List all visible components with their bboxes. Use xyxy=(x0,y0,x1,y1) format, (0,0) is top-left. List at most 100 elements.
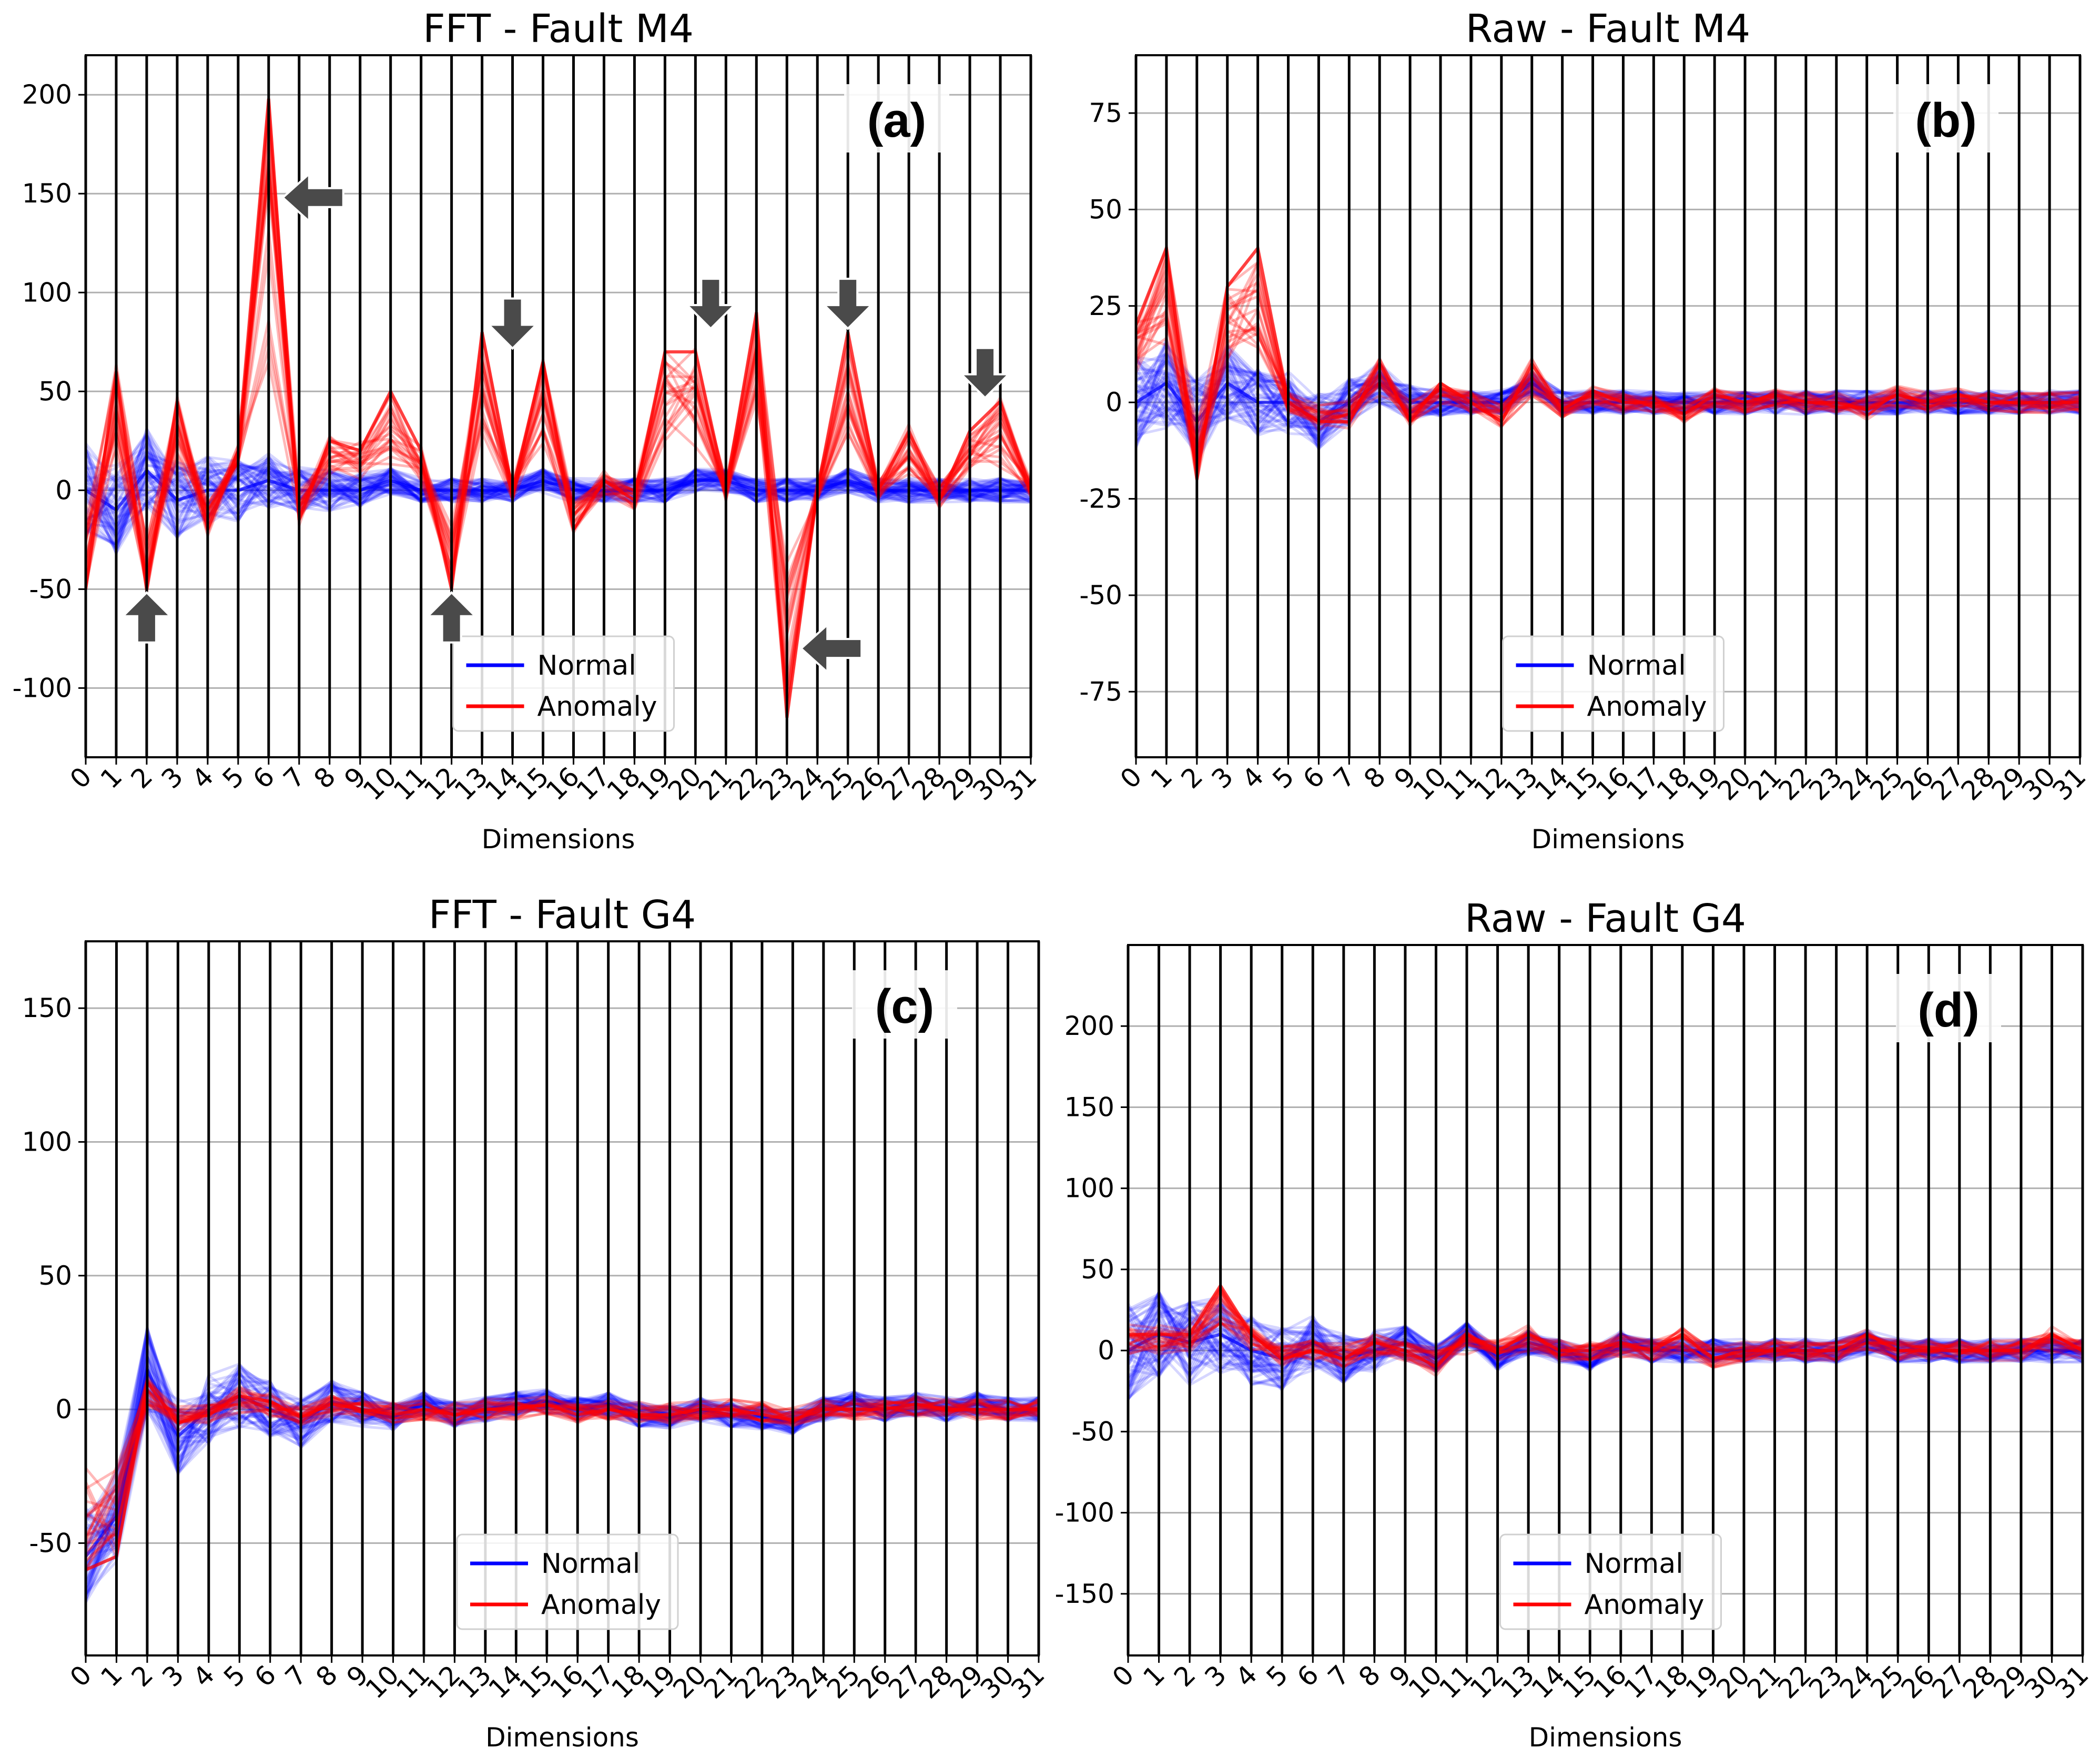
normal-line xyxy=(1136,347,2080,456)
normal-line xyxy=(86,1327,1039,1601)
arrow-shape xyxy=(281,171,344,224)
anomaly-line xyxy=(1128,1289,2083,1369)
normal-line xyxy=(86,1376,1039,1561)
arrow-shape xyxy=(425,591,478,644)
normal-line xyxy=(86,442,1031,511)
legend-label: Normal xyxy=(1585,1548,1683,1580)
normal-line xyxy=(86,431,1031,538)
normal-line xyxy=(1136,370,2080,446)
chart-title: FFT - Fault M4 xyxy=(423,6,694,52)
y-tick-label: -50 xyxy=(1071,1416,1114,1447)
normal-line xyxy=(1136,342,2080,420)
anomaly-mean-line xyxy=(1128,1283,2083,1369)
anomaly-line xyxy=(1128,1294,2083,1366)
normal-line xyxy=(86,1367,1039,1530)
x-axis-label: Dimensions xyxy=(1531,824,1685,855)
y-tick-label: -150 xyxy=(1055,1579,1114,1609)
arrow-icon xyxy=(799,622,863,675)
anomaly-line xyxy=(1136,290,2080,473)
y-tick-label: 50 xyxy=(1081,1254,1114,1285)
normal-line xyxy=(86,1376,1039,1603)
normal-line xyxy=(86,455,1031,522)
normal-line xyxy=(1128,1332,2083,1383)
normal-line xyxy=(86,1333,1039,1600)
anomaly-line xyxy=(1136,258,2080,430)
normal-line xyxy=(1136,372,2080,452)
normal-line xyxy=(86,469,1031,538)
y-tick-label: 50 xyxy=(38,1261,72,1291)
y-tick-label: -50 xyxy=(29,1528,72,1558)
normal-line xyxy=(1128,1315,2083,1372)
anomaly-line xyxy=(1136,252,2080,429)
normal-line xyxy=(1128,1305,2083,1388)
normal-line xyxy=(1136,375,2080,430)
anomaly-line xyxy=(1136,320,2080,455)
anomaly-line xyxy=(86,230,1031,687)
normal-line xyxy=(86,1327,1039,1587)
normal-line xyxy=(86,433,1031,519)
panel-3: -500501001500123456789101112131415161718… xyxy=(22,892,1051,1748)
normal-line xyxy=(86,425,1031,543)
arrow-icon xyxy=(281,171,344,224)
arrow-icon xyxy=(821,278,875,330)
normal-line xyxy=(1128,1309,2083,1400)
y-tick-label: -50 xyxy=(29,574,72,604)
normal-line xyxy=(86,1363,1039,1558)
x-axis-label: Dimensions xyxy=(1529,1722,1682,1748)
chart-title: FFT - Fault G4 xyxy=(429,892,696,938)
anomaly-line xyxy=(86,1399,1039,1539)
anomaly-line xyxy=(1128,1316,2083,1370)
normal-line xyxy=(1128,1313,2083,1386)
normal-line xyxy=(1128,1301,2083,1383)
anomaly-line xyxy=(86,1388,1039,1543)
y-tick-label: 0 xyxy=(1098,1335,1114,1366)
y-tick-label: -75 xyxy=(1079,676,1122,707)
normal-line xyxy=(86,461,1031,519)
legend-label: Normal xyxy=(537,650,636,682)
normal-line xyxy=(1128,1300,2083,1381)
normal-line xyxy=(86,1354,1039,1570)
normal-line xyxy=(1128,1316,2083,1378)
anomaly-line xyxy=(86,348,1031,703)
normal-line xyxy=(1136,370,2080,431)
plot-frame xyxy=(85,54,1032,758)
legend: Normal Anomaly xyxy=(1502,635,1724,732)
normal-line xyxy=(1136,359,2080,435)
normal-line xyxy=(86,1343,1039,1566)
panel-4: -150-100-5005010015020001234567891011121… xyxy=(1055,896,2095,1748)
anomaly-line xyxy=(86,1389,1039,1552)
normal-line xyxy=(1136,347,2080,464)
normal-line xyxy=(86,1330,1039,1513)
normal-line xyxy=(1136,362,2080,452)
anomaly-line xyxy=(1128,1296,2083,1374)
plot-frame xyxy=(85,940,1040,1656)
y-tick-label: -100 xyxy=(1055,1498,1114,1528)
series-lines xyxy=(1128,1283,2083,1401)
normal-line xyxy=(86,1344,1039,1548)
normal-line xyxy=(86,1387,1039,1546)
y-tick-label: 0 xyxy=(1105,387,1122,418)
legend-label: Normal xyxy=(1587,650,1686,682)
normal-line xyxy=(1128,1289,2083,1389)
normal-line xyxy=(86,1363,1039,1570)
anomaly-line xyxy=(86,1373,1039,1572)
normal-line xyxy=(86,428,1031,529)
normal-line xyxy=(86,1377,1039,1544)
normal-line xyxy=(86,466,1031,546)
y-tick-label: 200 xyxy=(22,79,72,110)
anomaly-line xyxy=(1136,256,2080,473)
legend-label: Anomaly xyxy=(1587,691,1707,723)
normal-line xyxy=(86,454,1031,522)
normal-line xyxy=(86,452,1031,540)
y-tick-label: -100 xyxy=(13,673,72,703)
anomaly-line xyxy=(86,1387,1039,1550)
normal-line xyxy=(1128,1299,2083,1384)
normal-line xyxy=(86,455,1031,516)
normal-line xyxy=(1128,1313,2083,1381)
y-tick-label: 100 xyxy=(1064,1173,1114,1204)
legend: Normal Anomaly xyxy=(1499,1533,1722,1630)
normal-line xyxy=(86,1370,1039,1542)
arrow-icon xyxy=(425,591,478,644)
panel-label: (c) xyxy=(875,980,934,1033)
